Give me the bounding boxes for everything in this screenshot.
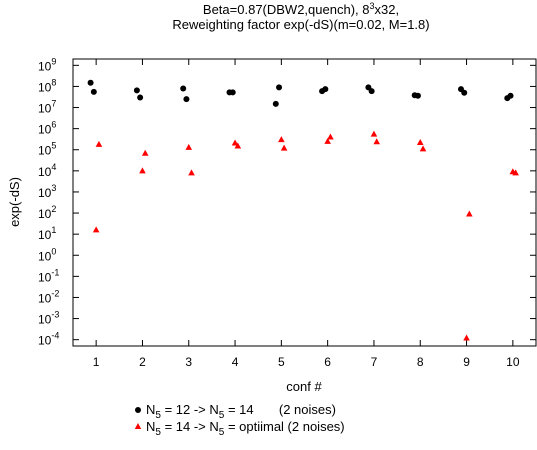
y-tick-label: 10-3 bbox=[38, 310, 59, 327]
data-point bbox=[324, 137, 331, 144]
y-tick-label: 10-1 bbox=[38, 267, 59, 284]
x-tick-label: 1 bbox=[93, 355, 100, 369]
legend: N5 = 12 -> N5 = 14 (2 noises)N5 = 14 -> … bbox=[134, 402, 345, 438]
x-tick-label: 5 bbox=[278, 355, 285, 369]
plot-frame bbox=[72, 58, 537, 347]
data-point bbox=[278, 136, 285, 143]
data-point bbox=[368, 88, 375, 95]
data-point bbox=[280, 144, 288, 151]
y-tick-label: 100 bbox=[38, 246, 56, 263]
y-tick-label: 109 bbox=[38, 56, 56, 73]
y-tick-label: 108 bbox=[38, 77, 56, 94]
y-tick-label: 101 bbox=[38, 225, 56, 242]
legend-label: N5 = 12 -> N5 = 14 (2 noises) bbox=[146, 402, 336, 421]
data-point bbox=[512, 169, 519, 176]
x-tick-label: 4 bbox=[232, 355, 239, 369]
data-point bbox=[90, 88, 97, 95]
legend-entry-1: N5 = 12 -> N5 = 14 (2 noises) bbox=[135, 402, 336, 421]
y-axis-label: exp(-dS) bbox=[7, 177, 22, 227]
data-point bbox=[141, 149, 149, 156]
chart-title-line1: Beta=0.87(DBW2,quench), 83x32, bbox=[203, 1, 399, 17]
data-point bbox=[139, 167, 146, 174]
data-point bbox=[416, 139, 424, 146]
data-point bbox=[87, 79, 94, 86]
data-point bbox=[180, 85, 187, 92]
data-point bbox=[373, 138, 381, 145]
data-point bbox=[183, 96, 190, 103]
data-point bbox=[370, 130, 378, 137]
legend-marker bbox=[135, 407, 141, 413]
data-point bbox=[414, 92, 421, 99]
data-point bbox=[95, 140, 103, 147]
data-point bbox=[92, 226, 100, 233]
data-point bbox=[507, 92, 514, 99]
y-tick-label: 106 bbox=[38, 120, 56, 137]
y-axis: 109 108 107 106 105 104 103 102 101 100 10-1 10-2 10… bbox=[38, 56, 536, 348]
data-point bbox=[188, 169, 195, 176]
data-point bbox=[272, 100, 279, 107]
y-tick-label: 104 bbox=[38, 162, 56, 179]
data-point bbox=[231, 139, 239, 146]
y-tick-label: 107 bbox=[38, 99, 56, 116]
data-point bbox=[133, 87, 140, 94]
data-point bbox=[419, 145, 427, 152]
y-tick-label: 10-2 bbox=[38, 288, 59, 305]
data-point bbox=[185, 143, 193, 150]
x-tick-label: 9 bbox=[463, 355, 470, 369]
chart-title: Beta=0.87(DBW2,quench), 83x32, Reweighti… bbox=[172, 1, 429, 32]
data-point bbox=[137, 94, 144, 101]
x-tick-label: 10 bbox=[506, 355, 520, 369]
x-tick-label: 3 bbox=[185, 355, 192, 369]
data-point bbox=[322, 86, 329, 93]
series-2 bbox=[92, 130, 519, 341]
data-point bbox=[234, 142, 242, 149]
data-point bbox=[229, 89, 236, 96]
chart-title-line2: Reweighting factor exp(-dS)(m=0.02, M=1.… bbox=[172, 17, 429, 32]
legend-marker bbox=[134, 423, 142, 429]
x-tick-label: 2 bbox=[139, 355, 146, 369]
y-tick-label: 102 bbox=[38, 204, 56, 221]
legend-entry-2: N5 = 14 -> N5 = optiimal (2 noises) bbox=[134, 419, 345, 438]
series-1 bbox=[87, 79, 514, 107]
legend-label: N5 = 14 -> N5 = optiimal (2 noises) bbox=[146, 419, 345, 438]
x-tick-label: 7 bbox=[371, 355, 378, 369]
y-tick-label: 10-4 bbox=[38, 331, 59, 348]
data-point bbox=[463, 334, 470, 341]
y-tick-label: 105 bbox=[38, 141, 56, 158]
data-point bbox=[466, 210, 473, 217]
data-point bbox=[327, 133, 334, 140]
series-layer bbox=[87, 79, 519, 341]
data-point bbox=[461, 89, 468, 96]
x-axis: 1 2 3 4 5 6 7 8 9 10 bbox=[93, 59, 520, 369]
data-point bbox=[276, 84, 283, 91]
x-tick-label: 6 bbox=[324, 355, 331, 369]
x-tick-label: 8 bbox=[417, 355, 424, 369]
x-axis-label: conf # bbox=[286, 379, 322, 394]
y-tick-label: 103 bbox=[38, 183, 56, 200]
